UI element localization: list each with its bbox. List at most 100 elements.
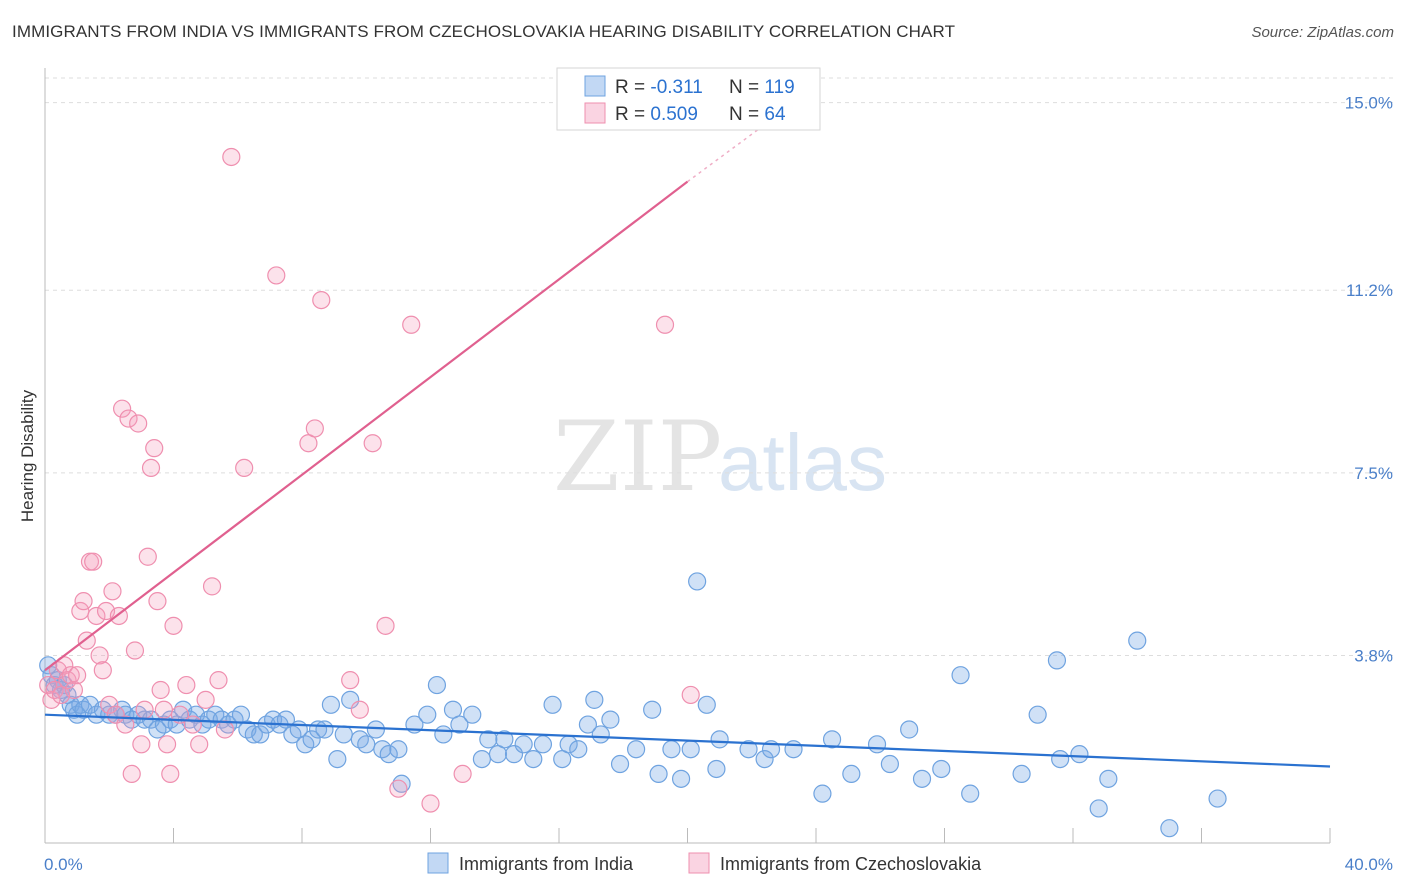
czechoslovakia-point-21: [106, 705, 125, 724]
legend-n-value-india: 119: [764, 77, 794, 98]
india-point-115: [1099, 769, 1118, 788]
czechoslovakia-point-26: [122, 764, 141, 784]
india-point-86: [643, 700, 662, 719]
czechoslovakia-point-15: [87, 606, 106, 626]
czechoslovakia-point-24: [116, 715, 135, 734]
india-point-112: [1051, 749, 1070, 769]
india-point-108: [961, 784, 980, 803]
y-axis-label: Hearing Disability: [18, 389, 37, 522]
india-point-63: [427, 675, 447, 695]
czechoslovakia-point-11: [74, 592, 93, 611]
india-point-67: [463, 705, 482, 724]
india-point-98: [784, 740, 803, 759]
x-tick-labels: 0.0% 40.0%: [44, 855, 1393, 874]
india-point-110: [1028, 705, 1047, 724]
legend-n-value-czechoslovakia: 64: [764, 104, 786, 125]
india-point-84: [610, 754, 630, 774]
india-point-101: [842, 764, 861, 784]
india-point-85: [626, 740, 646, 759]
legend-r-value-india: -0.311: [650, 77, 702, 98]
india-point-95: [739, 740, 758, 759]
czechoslovakia-point-17: [93, 661, 112, 680]
india-point-103: [880, 754, 899, 774]
india-point-66: [450, 715, 469, 734]
india-point-60: [392, 774, 411, 793]
series-legend: Immigrants from India Immigrants from Cz…: [427, 852, 982, 874]
series-legend-label-india: Immigrants from India: [459, 854, 634, 874]
czechoslovakia-point-52: [305, 419, 324, 438]
india-point-55: [357, 735, 376, 754]
czechoslovakia-trend-extension: [687, 121, 769, 183]
czechoslovakia-point-25: [119, 409, 138, 428]
czechoslovakia-point-33: [145, 439, 164, 458]
india-point-81: [585, 690, 604, 709]
czechoslovakia-point-14: [84, 552, 103, 571]
czechoslovakia-series-points: [39, 147, 700, 813]
czechoslovakia-point-50: [267, 266, 286, 285]
y-tick-label-1: 7.5%: [1354, 464, 1393, 483]
legend-r-label-czechoslovakia: R =: [615, 104, 650, 125]
svg-text:N = 64: N = 64: [729, 104, 786, 125]
india-point-73: [514, 735, 533, 754]
czechoslovakia-point-23: [112, 399, 132, 418]
india-point-38: [244, 725, 263, 744]
india-point-72: [504, 745, 524, 764]
czechoslovakia-point-63: [681, 685, 700, 705]
india-point-92: [697, 695, 716, 714]
czechoslovakia-point-7: [61, 666, 80, 685]
czechoslovakia-point-42: [183, 715, 202, 734]
czechoslovakia-trend-line: [44, 180, 689, 672]
india-point-79: [569, 740, 588, 759]
india-point-49: [315, 720, 334, 739]
india-point-104: [900, 720, 919, 739]
india-point-96: [755, 749, 774, 769]
czechoslovakia-point-56: [363, 434, 382, 453]
legend-swatch-india: [584, 75, 606, 97]
india-point-50: [321, 695, 341, 714]
india-point-116: [1128, 631, 1147, 650]
india-point-75: [533, 735, 553, 754]
watermark-atlas: atlas: [718, 418, 887, 507]
india-point-80: [578, 715, 598, 734]
czechoslovakia-point-29: [132, 735, 151, 754]
india-point-47: [302, 730, 321, 749]
india-point-69: [479, 730, 498, 749]
india-point-0: [39, 656, 58, 675]
axes: [44, 68, 1331, 844]
india-point-74: [524, 749, 543, 769]
series-legend-label-czechoslovakia: Immigrants from Czechoslovakia: [720, 854, 982, 874]
trend-lines: [44, 121, 1331, 768]
czechoslovakia-point-53: [312, 290, 331, 310]
czechoslovakia-point-34: [148, 592, 167, 611]
india-point-102: [867, 735, 887, 754]
grid-lines: [45, 77, 1395, 656]
czechoslovakia-point-1: [42, 690, 61, 709]
czechoslovakia-point-62: [655, 315, 675, 334]
india-point-83: [601, 710, 620, 729]
india-series-points: [39, 572, 1227, 838]
india-point-114: [1089, 799, 1108, 818]
czechoslovakia-point-31: [138, 547, 157, 566]
india-point-94: [710, 730, 729, 749]
czechoslovakia-point-46: [209, 671, 228, 690]
czechoslovakia-point-20: [103, 582, 122, 601]
czechoslovakia-point-30: [135, 700, 154, 719]
india-trend-line: [44, 713, 1331, 768]
india-point-76: [543, 695, 562, 714]
chart-title: IMMIGRANTS FROM INDIA VS IMMIGRANTS FROM…: [12, 22, 956, 41]
india-point-82: [591, 725, 610, 744]
india-point-89: [671, 769, 691, 788]
czechoslovakia-point-8: [64, 680, 84, 700]
czechoslovakia-point-19: [100, 695, 119, 714]
source-label: Source: ZipAtlas.com: [1251, 24, 1394, 41]
correlation-legend-box: [556, 67, 821, 131]
czechoslovakia-point-38: [161, 764, 180, 784]
india-point-107: [951, 666, 970, 685]
india-point-100: [822, 730, 842, 749]
india-point-105: [912, 769, 932, 788]
india-point-62: [418, 705, 437, 724]
india-point-90: [681, 740, 700, 759]
india-point-118: [1208, 789, 1227, 808]
svg-text:N = 119: N = 119: [729, 77, 795, 98]
